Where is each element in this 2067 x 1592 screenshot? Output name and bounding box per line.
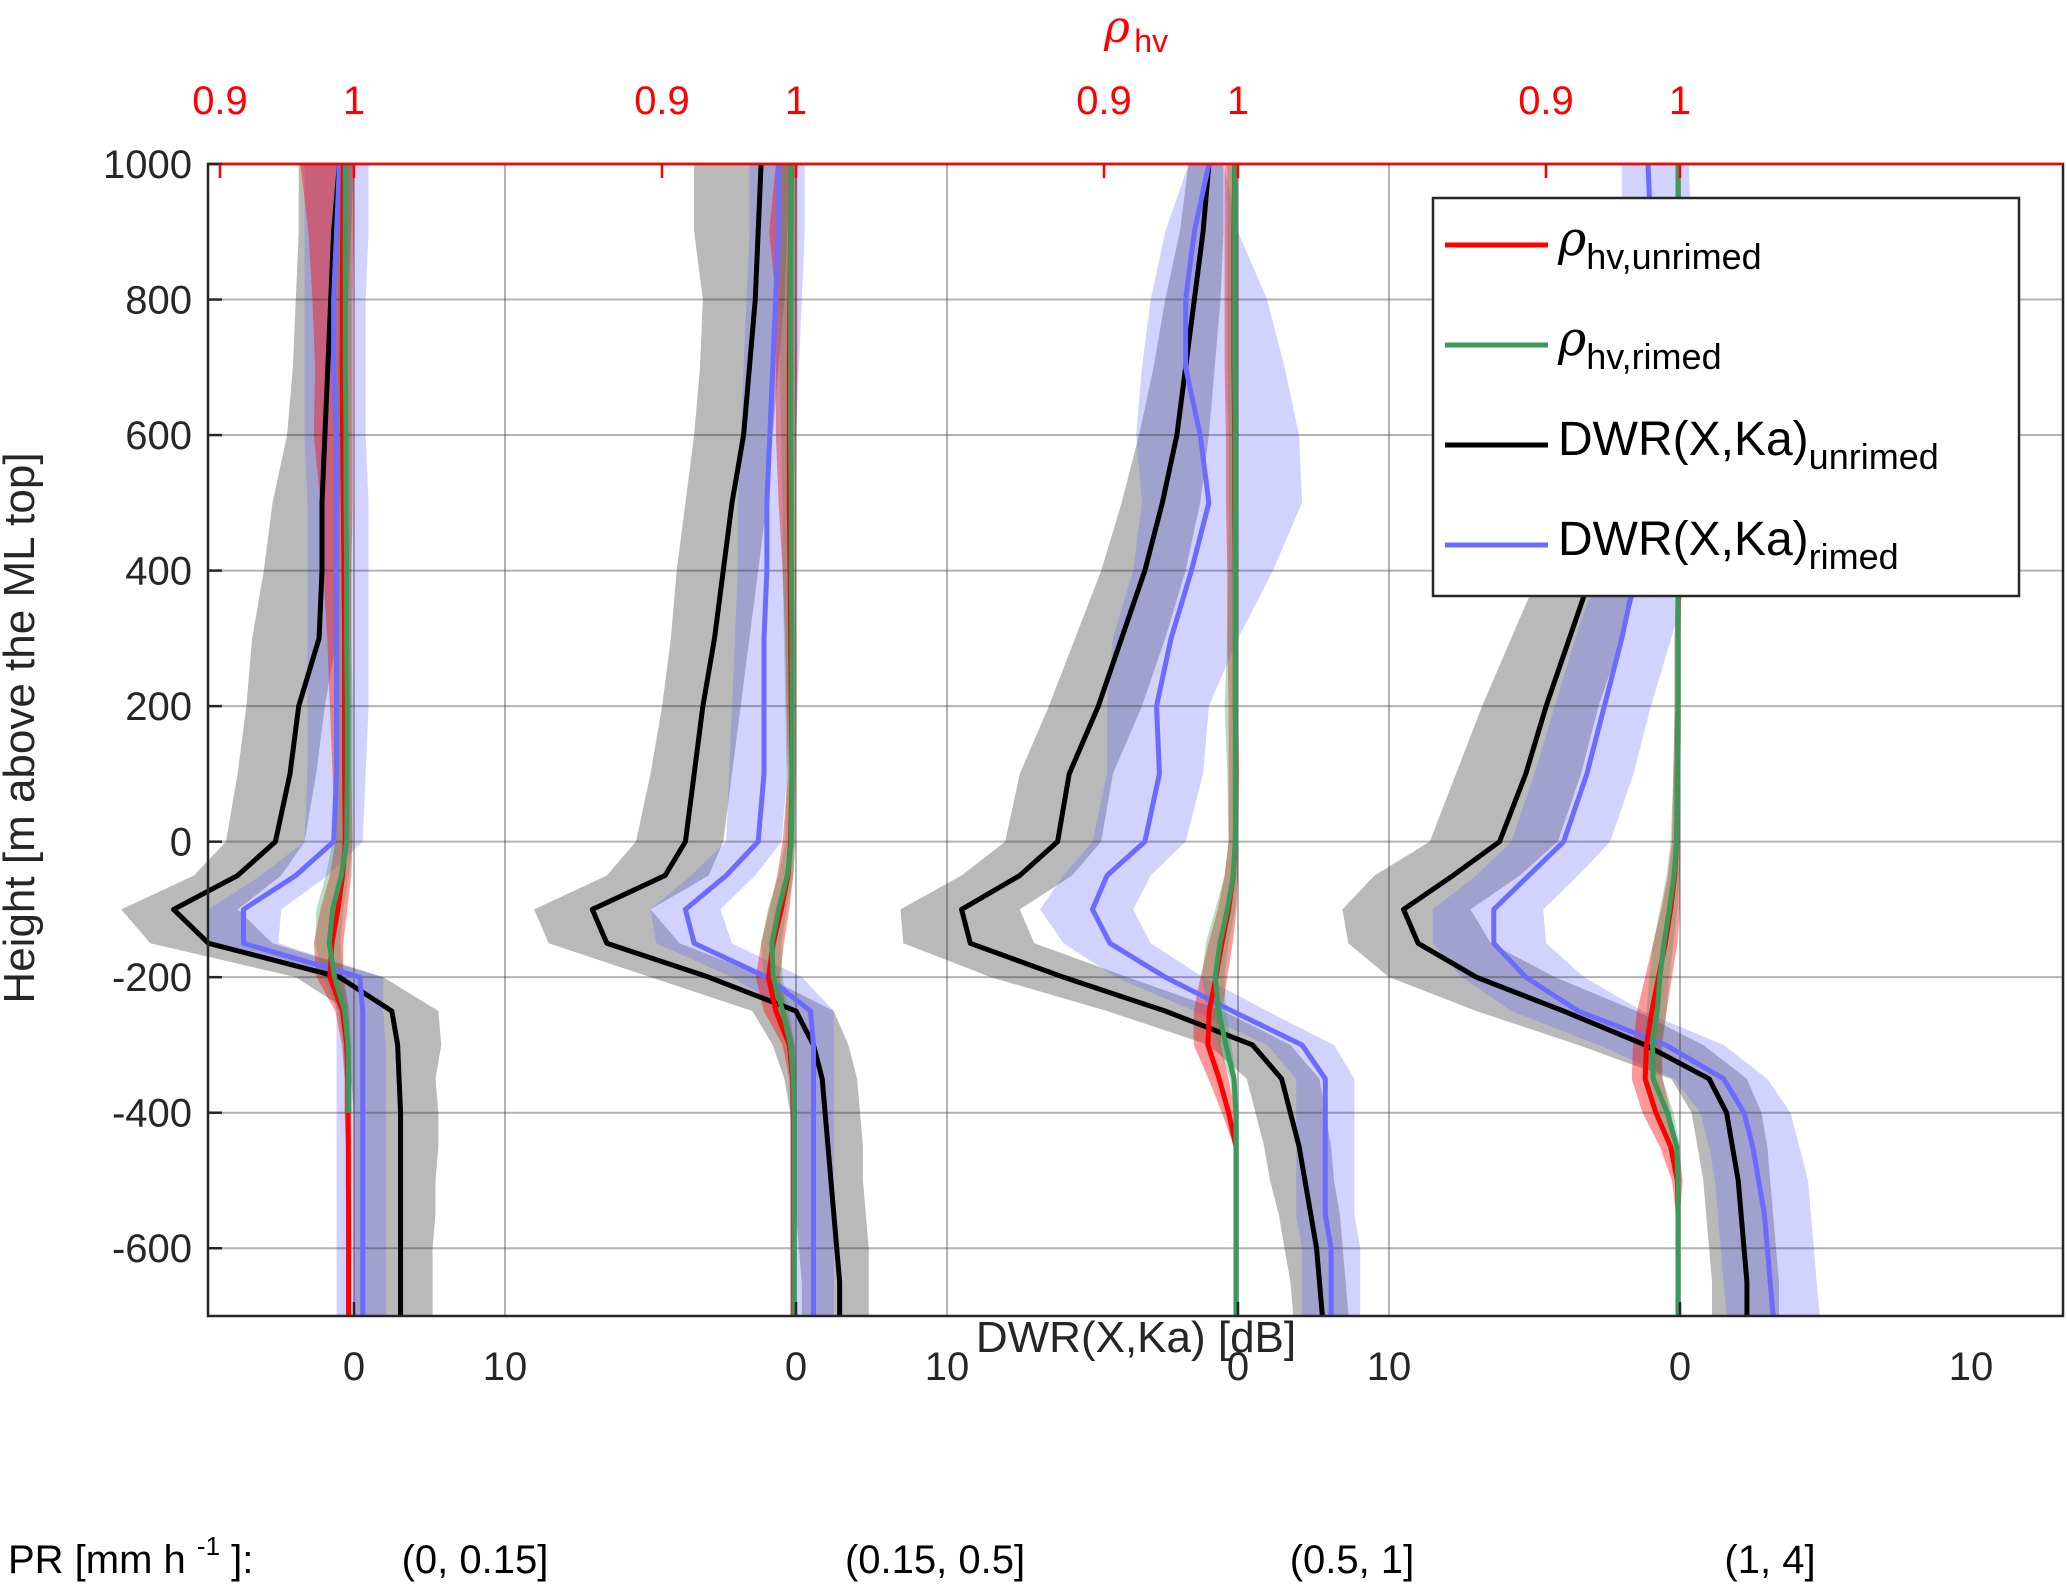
pr-range-label: (0.5, 1] [1290,1538,1415,1582]
line-dwr-rimed-panel-1 [240,163,366,1316]
line-dwr-rimed-panel-2 [682,164,816,1316]
legend: ρhv,unrimedρhv,rimedDWR(X,Ka)unrimedDWR(… [1431,196,2021,598]
line-rho-rimed-panel-3 [1212,164,1239,1316]
band-dwr-unrimed-panel-4 [1342,570,1779,1316]
pr-range-labels: (0, 0.15] (0.15, 0.5] (0.5, 1] (1, 4] [402,1538,1816,1582]
line-rho-unrimed-panel-1 [327,163,352,1316]
line-dwr-unrimed-panel-4 [1401,569,1750,1316]
legend-label-sub: unrimed [1809,436,1939,477]
pr-range-label: (0, 0.15] [402,1538,549,1582]
line-dwr-unrimed-panel-2 [589,163,843,1316]
x-tick-label-zero: 0 [1669,1345,1691,1389]
x-tick-label-ten: 10 [925,1345,970,1389]
x-tick-label-ten: 10 [483,1345,528,1389]
legend-label-sub: hv,unrimed [1586,236,1761,277]
y-tick-label: 0 [170,821,192,865]
x-tick-label-zero: 0 [785,1345,807,1389]
top-axis-title-symbol: ρ [1103,2,1130,53]
x-tick-label-ten: 10 [1949,1345,1994,1389]
top-tick-label-09: 0.9 [1076,79,1132,123]
pr-label-sup: -1 [197,1531,220,1561]
top-tick-label-09: 0.9 [192,79,248,123]
y-tick-label: 1000 [103,143,192,187]
y-tick-label: 800 [125,279,192,323]
legend-label-base: DWR(X,Ka) [1558,413,1809,466]
top-tick-label-09: 0.9 [1518,79,1574,123]
legend-label-rho-rimed: ρhv,rimed [1557,311,1722,377]
top-tick-label-1: 1 [1227,79,1249,123]
legend-box [1431,196,2021,598]
y-tick-label: -200 [112,956,192,1000]
band-dwr-unrimed-panel-3 [900,164,1349,1316]
legend-label-dwr-rimed: DWR(X,Ka)rimed [1558,513,1899,577]
y-tick-label: -400 [112,1092,192,1136]
y-tick-label: 600 [125,414,192,458]
y-tick-label: -600 [112,1227,192,1271]
line-rho-rimed-panel-2 [769,163,797,1316]
y-tick-label: 400 [125,550,192,594]
legend-label-base: ρ [1557,211,1586,267]
line-dwr-rimed-panel-3 [1090,163,1334,1316]
top-tick-label-1: 1 [785,79,807,123]
x-tick-label-ten: 10 [1367,1345,1412,1389]
band-dwr-unrimed-panel-1 [121,164,442,1316]
pr-range-label: (0.15, 0.5] [845,1538,1025,1582]
band-rho-unrimed-panel-4 [1631,435,1683,1316]
top-tick-label-09: 0.9 [634,79,690,123]
pr-label-tail: ]: [231,1538,253,1582]
band-rho-rimed-panel-4 [1642,164,1680,1316]
top-tick-label-1: 1 [1669,79,1691,123]
x-axis-title: DWR(X,Ka) [dB] [976,1313,1296,1362]
x-tick-label-zero: 0 [1227,1345,1249,1389]
band-dwr-rimed-panel-3 [1040,164,1361,1316]
line-rho-rimed-panel-1 [326,164,352,1113]
line-dwr-unrimed-panel-3 [959,163,1325,1317]
pr-label: PR [mm h -1 ]: [8,1520,253,1582]
legend-label-sub: hv,rimed [1586,336,1721,377]
pr-range-label: (1, 4] [1724,1538,1815,1582]
top-tick-label-1: 1 [343,79,365,123]
legend-label-rho-unrimed: ρhv,unrimed [1557,211,1762,277]
y-tick-label: 200 [125,685,192,729]
x-tick-label-zero: 0 [343,1345,365,1389]
legend-label-base: DWR(X,Ka) [1558,513,1809,566]
line-dwr-unrimed-panel-1 [171,163,404,1316]
band-dwr-rimed-panel-4 [1432,164,1820,1316]
legend-label-sub: rimed [1809,536,1899,577]
band-rho-rimed-panel-3 [1201,164,1238,1316]
pr-label-base: PR [mm h [8,1538,186,1582]
legend-label-base: ρ [1557,311,1586,367]
axes [206,162,2065,1318]
top-axis-title-sub: hv [1134,23,1168,59]
top-axis-title: ρ hv [1103,2,1168,59]
legend-label-dwr-unrimed: DWR(X,Ka)unrimed [1558,413,1939,477]
y-axis-title: Height [m above the ML top] [0,452,44,1003]
series-lines [171,163,1776,1317]
